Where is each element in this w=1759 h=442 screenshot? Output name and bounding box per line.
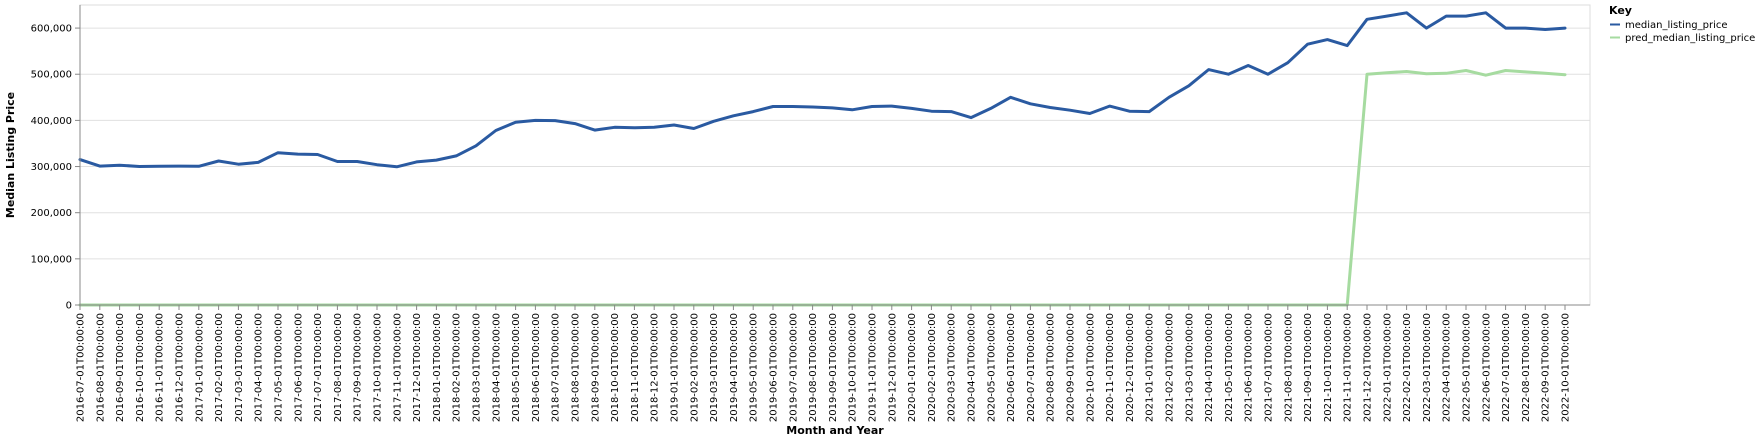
x-tick-label: 2022-09-01T00:00:00 bbox=[1541, 313, 1552, 422]
x-tick-label: 2017-01-01T00:00:00 bbox=[194, 313, 205, 422]
x-tick-label: 2018-08-01T00:00:00 bbox=[571, 313, 582, 422]
series-line-median-listing-price bbox=[78, 11, 1567, 169]
x-tick-label: 2017-04-01T00:00:00 bbox=[254, 313, 265, 422]
legend-label: median_listing_price bbox=[1625, 20, 1728, 31]
x-tick-label: 2020-07-01T00:00:00 bbox=[1026, 313, 1037, 422]
x-tick-label: 2022-07-01T00:00:00 bbox=[1501, 313, 1512, 422]
x-tick-label: 2017-05-01T00:00:00 bbox=[274, 313, 285, 422]
x-tick-label: 2020-02-01T00:00:00 bbox=[927, 313, 938, 422]
x-tick-label: 2020-09-01T00:00:00 bbox=[1066, 313, 1077, 422]
x-tick-label: 2019-03-01T00:00:00 bbox=[709, 313, 720, 422]
x-tick-label: 2017-10-01T00:00:00 bbox=[373, 313, 384, 422]
x-tick-label: 2018-06-01T00:00:00 bbox=[531, 313, 542, 422]
x-tick-label: 2021-10-01T00:00:00 bbox=[1323, 313, 1334, 422]
y-tick-label: 400,000 bbox=[31, 116, 72, 127]
x-tick-label: 2020-10-01T00:00:00 bbox=[1085, 313, 1096, 422]
x-tick-label: 2018-03-01T00:00:00 bbox=[472, 313, 483, 422]
x-tick-label: 2020-05-01T00:00:00 bbox=[986, 313, 997, 422]
x-tick-label: 2018-11-01T00:00:00 bbox=[630, 313, 641, 422]
x-tick-label: 2022-08-01T00:00:00 bbox=[1521, 313, 1532, 422]
x-tick-label: 2021-11-01T00:00:00 bbox=[1343, 313, 1354, 422]
x-tick-label: 2021-05-01T00:00:00 bbox=[1224, 313, 1235, 422]
x-tick-label: 2017-03-01T00:00:00 bbox=[234, 313, 245, 422]
x-tick-label: 2017-11-01T00:00:00 bbox=[392, 313, 403, 422]
x-tick-label: 2022-06-01T00:00:00 bbox=[1481, 313, 1492, 422]
x-tick-label: 2017-02-01T00:00:00 bbox=[214, 313, 225, 422]
x-tick-label: 2018-07-01T00:00:00 bbox=[551, 313, 562, 422]
x-tick-label: 2021-04-01T00:00:00 bbox=[1204, 313, 1215, 422]
x-tick-label: 2017-08-01T00:00:00 bbox=[333, 313, 344, 422]
x-tick-label: 2018-01-01T00:00:00 bbox=[432, 313, 443, 422]
x-tick-label: 2019-12-01T00:00:00 bbox=[887, 313, 898, 422]
x-tick-label: 2021-03-01T00:00:00 bbox=[1184, 313, 1195, 422]
x-tick-label: 2020-12-01T00:00:00 bbox=[1125, 313, 1136, 422]
x-tick-label: 2016-08-01T00:00:00 bbox=[95, 313, 106, 422]
y-tick-label: 100,000 bbox=[31, 254, 72, 265]
x-tick-label: 2020-08-01T00:00:00 bbox=[1046, 313, 1057, 422]
x-tick-label: 2020-03-01T00:00:00 bbox=[947, 313, 958, 422]
series-lines bbox=[78, 11, 1567, 307]
x-tick-label: 2021-06-01T00:00:00 bbox=[1244, 313, 1255, 422]
x-tick-label: 2021-02-01T00:00:00 bbox=[1165, 313, 1176, 422]
x-tick-label: 2018-02-01T00:00:00 bbox=[452, 313, 463, 422]
y-axis: 0 100,000 200,000 300,000 400,000 500,000 600,… bbox=[31, 5, 81, 312]
x-tick-label: 2019-08-01T00:00:00 bbox=[808, 313, 819, 422]
legend-label: pred_median_listing_price bbox=[1625, 33, 1755, 44]
gridlines bbox=[80, 27, 1590, 306]
x-tick-label: 2018-09-01T00:00:00 bbox=[590, 313, 601, 422]
x-tick-label: 2022-04-01T00:00:00 bbox=[1442, 313, 1453, 422]
x-tick-label: 2017-09-01T00:00:00 bbox=[353, 313, 364, 422]
x-tick-label: 2018-10-01T00:00:00 bbox=[610, 313, 621, 422]
x-tick-label: 2020-01-01T00:00:00 bbox=[907, 313, 918, 422]
x-tick-label: 2019-04-01T00:00:00 bbox=[729, 313, 740, 422]
series-line-pred-median-listing-price bbox=[78, 69, 1567, 307]
x-tick-label: 2020-06-01T00:00:00 bbox=[1006, 313, 1017, 422]
x-tick-label: 2016-07-01T00:00:00 bbox=[76, 313, 87, 422]
legend-title: Key bbox=[1609, 4, 1632, 17]
y-tick-label: 300,000 bbox=[31, 162, 72, 173]
x-tick-label: 2017-12-01T00:00:00 bbox=[412, 313, 423, 422]
x-tick-label: 2018-12-01T00:00:00 bbox=[650, 313, 661, 422]
x-tick-label: 2017-07-01T00:00:00 bbox=[313, 313, 324, 422]
legend: Key median_listing_price pred_median_list… bbox=[1609, 4, 1755, 44]
x-tick-label: 2020-11-01T00:00:00 bbox=[1105, 313, 1116, 422]
x-tick-label: 2016-09-01T00:00:00 bbox=[115, 313, 126, 422]
x-tick-label: 2022-05-01T00:00:00 bbox=[1462, 313, 1473, 422]
x-tick-label: 2022-01-01T00:00:00 bbox=[1382, 313, 1393, 422]
y-tick-label: 200,000 bbox=[31, 208, 72, 219]
y-axis-title: Median Listing Price bbox=[4, 92, 17, 218]
x-tick-label: 2016-11-01T00:00:00 bbox=[155, 313, 166, 422]
x-tick-label: 2019-10-01T00:00:00 bbox=[848, 313, 859, 422]
x-tick-label: 2019-07-01T00:00:00 bbox=[788, 313, 799, 422]
x-tick-label: 2019-09-01T00:00:00 bbox=[828, 313, 839, 422]
x-tick-label: 2018-04-01T00:00:00 bbox=[491, 313, 502, 422]
x-tick-label: 2019-06-01T00:00:00 bbox=[769, 313, 780, 422]
x-axis: 2016-07-01T00:00:00 2016-08-01T00:00:00 20… bbox=[76, 304, 1590, 422]
x-tick-label: 2019-05-01T00:00:00 bbox=[749, 313, 760, 422]
x-tick-label: 2021-09-01T00:00:00 bbox=[1303, 313, 1314, 422]
y-tick-label: 600,000 bbox=[31, 24, 72, 35]
x-tick-label: 2021-12-01T00:00:00 bbox=[1363, 313, 1374, 422]
x-tick-label: 2022-02-01T00:00:00 bbox=[1402, 313, 1413, 422]
x-tick-label: 2016-10-01T00:00:00 bbox=[135, 313, 146, 422]
y-tick-label: 0 bbox=[66, 301, 72, 312]
x-tick-label: 2019-02-01T00:00:00 bbox=[689, 313, 700, 422]
x-tick-label: 2017-06-01T00:00:00 bbox=[293, 313, 304, 422]
x-tick-label: 2021-07-01T00:00:00 bbox=[1264, 313, 1275, 422]
x-tick-label: 2022-10-01T00:00:00 bbox=[1561, 313, 1572, 422]
x-tick-label: 2022-03-01T00:00:00 bbox=[1422, 313, 1433, 422]
x-tick-label: 2018-05-01T00:00:00 bbox=[511, 313, 522, 422]
y-tick-label: 500,000 bbox=[31, 70, 72, 81]
x-tick-label: 2020-04-01T00:00:00 bbox=[967, 313, 978, 422]
x-tick-label: 2016-12-01T00:00:00 bbox=[175, 313, 186, 422]
x-tick-label: 2021-08-01T00:00:00 bbox=[1283, 313, 1294, 422]
x-axis-title: Month and Year bbox=[786, 424, 884, 437]
x-tick-label: 2021-01-01T00:00:00 bbox=[1145, 313, 1156, 422]
x-tick-label: 2019-01-01T00:00:00 bbox=[670, 313, 681, 422]
x-tick-label: 2019-11-01T00:00:00 bbox=[868, 313, 879, 422]
